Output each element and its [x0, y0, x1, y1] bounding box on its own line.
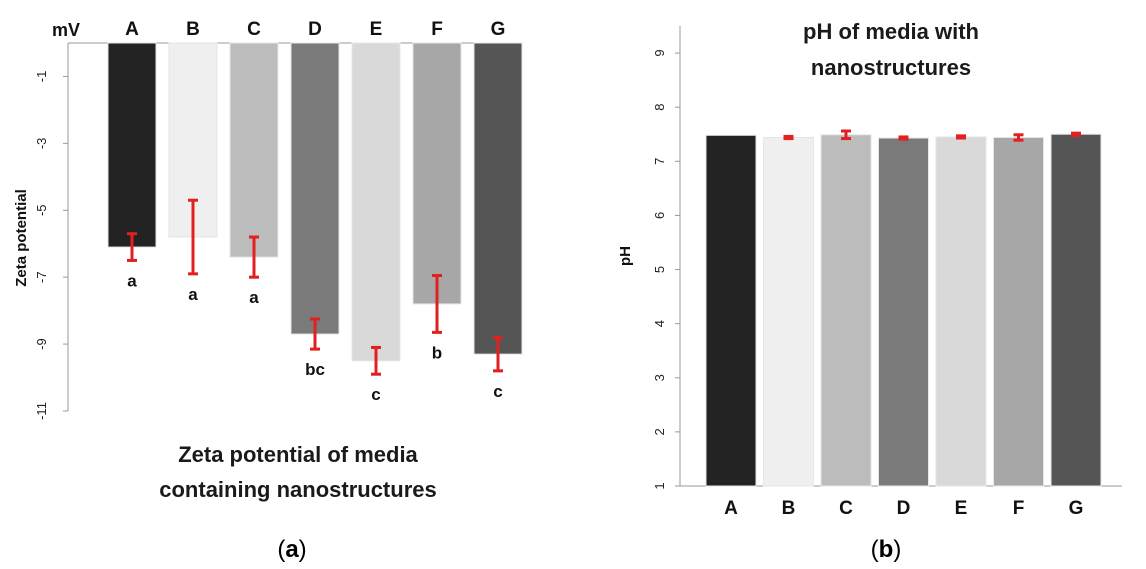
y-tick-label-5: 6 — [652, 212, 667, 219]
significance-letter-3: bc — [305, 360, 325, 379]
category-label-G: G — [1069, 498, 1084, 519]
category-label-D: D — [308, 19, 322, 40]
category-label-A: A — [125, 19, 139, 40]
category-label-E: E — [370, 19, 383, 40]
y-tick-label-4: 5 — [652, 266, 667, 273]
bar-G — [1050, 133, 1102, 487]
significance-letter-4: c — [371, 385, 380, 404]
panel-label-a: (a) — [277, 536, 306, 563]
y-tick-label-2: 3 — [652, 374, 667, 381]
y-tick-label-2: -5 — [34, 204, 49, 216]
bar-E — [935, 136, 987, 487]
bar-G — [473, 42, 523, 355]
y-tick-label-8: 9 — [652, 49, 667, 56]
chart-title-line-1: pH of media with — [803, 19, 979, 44]
category-label-E: E — [955, 498, 968, 519]
y-tick-label-1: -3 — [34, 138, 49, 150]
chart-title-line-2: containing nanostructures — [159, 477, 436, 502]
chart-title-line-2: nanostructures — [811, 55, 971, 80]
y-tick-label-1: 2 — [652, 428, 667, 435]
category-label-D: D — [897, 498, 911, 519]
bar-F — [993, 136, 1044, 487]
category-label-A: A — [724, 498, 738, 519]
y-axis-label: pH — [617, 246, 634, 266]
category-label-C: C — [839, 498, 853, 519]
significance-letter-0: a — [127, 271, 137, 290]
y-tick-label-3: 4 — [652, 320, 667, 327]
category-label-C: C — [247, 19, 261, 40]
y-tick-label-4: -9 — [34, 338, 49, 350]
chart-title-line-1: Zeta potential of media — [178, 442, 418, 467]
y-axis-label: Zeta potential — [13, 189, 30, 287]
significance-letter-1: a — [188, 285, 198, 304]
y-tick-label-3: -7 — [34, 271, 49, 283]
bar-D — [878, 137, 929, 487]
category-label-F: F — [431, 19, 443, 40]
panel-label-b: (b) — [871, 536, 902, 563]
significance-letter-6: c — [493, 382, 502, 401]
unit-label: mV — [52, 20, 80, 40]
category-label-B: B — [782, 498, 796, 519]
bar-F — [412, 42, 462, 305]
bar-B — [763, 136, 814, 487]
y-tick-label-6: 7 — [652, 158, 667, 165]
y-tick-label-7: 8 — [652, 104, 667, 111]
y-tick-label-0: 1 — [652, 482, 667, 489]
category-label-F: F — [1013, 498, 1025, 519]
bar-D — [290, 42, 340, 335]
bar-A — [705, 134, 757, 487]
category-label-B: B — [186, 19, 200, 40]
y-tick-label-0: -1 — [34, 71, 49, 83]
significance-letter-5: b — [432, 343, 442, 362]
y-tick-label-5: -11 — [34, 402, 49, 420]
bar-E — [351, 42, 401, 362]
bar-C — [820, 134, 872, 487]
category-label-G: G — [491, 19, 506, 40]
bar-A — [107, 42, 157, 248]
bar-C — [229, 42, 279, 258]
significance-letter-2: a — [249, 288, 259, 307]
ph-chart: 1 2 3 4 5 6 7 8 9 pH A B C D E F GpH of media with nanost… — [617, 19, 1122, 563]
